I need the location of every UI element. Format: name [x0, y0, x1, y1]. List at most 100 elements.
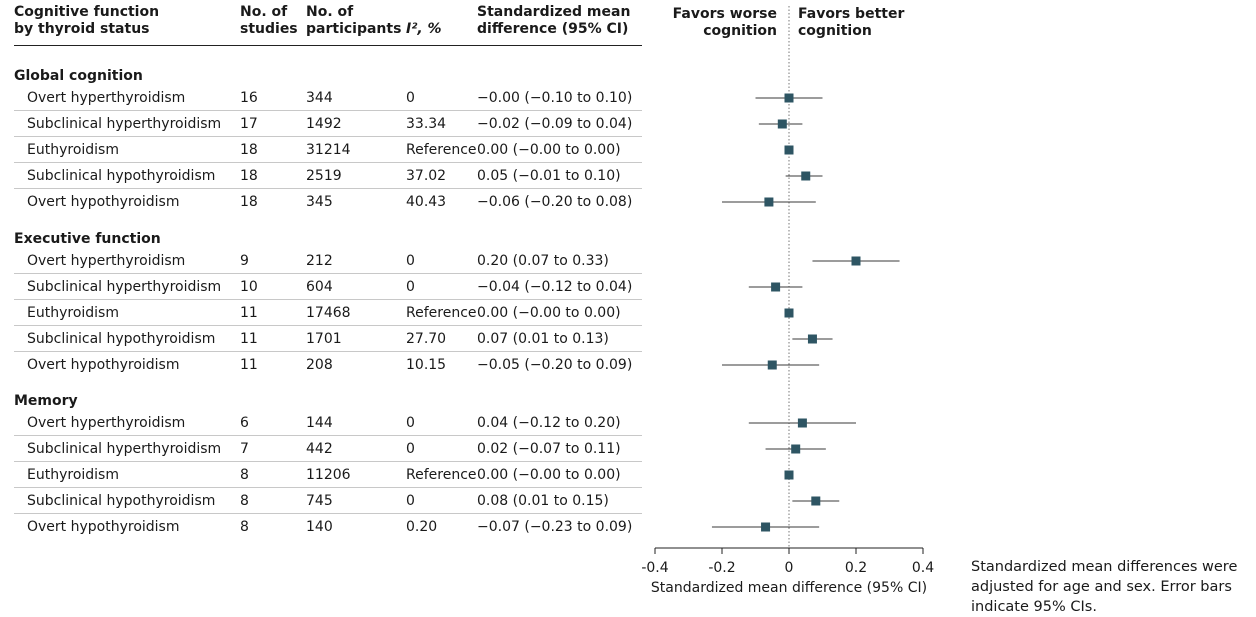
- point-estimate: [784, 145, 794, 155]
- x-tick-label: -0.2: [708, 560, 735, 576]
- thyroid-status: Subclinical hyperthyroidism: [27, 116, 222, 132]
- point-estimate: [784, 93, 794, 103]
- group-title: Global cognition: [14, 68, 143, 84]
- thyroid-status: Euthyroidism: [27, 305, 119, 321]
- i2-value: 0: [406, 415, 415, 431]
- header-line: Cognitive function: [14, 4, 160, 20]
- participants-count: 31214: [306, 142, 351, 158]
- thyroid-status: Overt hyperthyroidism: [27, 90, 186, 106]
- participants-count: 442: [306, 441, 333, 457]
- header-line: No. of: [240, 4, 288, 20]
- participants-count: 208: [306, 357, 333, 373]
- thyroid-status: Overt hyperthyroidism: [27, 253, 186, 269]
- studies-count: 11: [240, 331, 258, 347]
- studies-count: 10: [240, 279, 258, 295]
- thyroid-status: Subclinical hyperthyroidism: [27, 279, 222, 295]
- studies-count: 8: [240, 467, 249, 483]
- header-i2: I², %: [406, 21, 442, 37]
- participants-count: 2519: [306, 168, 342, 184]
- favors-better-label: Favors better: [798, 6, 904, 22]
- studies-count: 6: [240, 415, 249, 431]
- participants-count: 745: [306, 493, 333, 509]
- i2-value: 33.34: [406, 116, 447, 132]
- table-row: Euthyroidism 18 31214 Reference 0.00 (−0.00 …: [14, 137, 642, 163]
- smd-value: 0.05 (−0.01 to 0.10): [477, 168, 621, 184]
- i2-value: Reference: [406, 305, 477, 321]
- participants-count: 11206: [306, 467, 351, 483]
- i2-value: 40.43: [406, 194, 447, 210]
- smd-value: 0.00 (−0.00 to 0.00): [477, 142, 621, 158]
- point-estimate: [767, 360, 777, 370]
- point-estimate: [777, 119, 787, 129]
- i2-value: 0: [406, 253, 415, 269]
- group-title: Memory: [14, 393, 78, 409]
- studies-count: 18: [240, 142, 258, 158]
- thyroid-status: Euthyroidism: [27, 467, 119, 483]
- studies-count: 11: [240, 357, 258, 373]
- table-row: Euthyroidism 11 17468 Reference 0.00 (−0.00 …: [14, 300, 642, 326]
- i2-value: 0.20: [406, 519, 438, 535]
- thyroid-status: Overt hyperthyroidism: [27, 415, 186, 431]
- i2-value: 37.02: [406, 168, 447, 184]
- header-line: by thyroid status: [14, 21, 150, 37]
- participants-count: 1492: [306, 116, 342, 132]
- studies-count: 9: [240, 253, 249, 269]
- participants-count: 17468: [306, 305, 351, 321]
- point-estimate: [801, 171, 811, 181]
- studies-count: 18: [240, 194, 258, 210]
- smd-value: −0.02 (−0.09 to 0.04): [477, 116, 633, 132]
- table-row: Subclinical hyperthyroidism 10 604 0 −0.04 (…: [14, 274, 642, 300]
- participants-count: 604: [306, 279, 333, 295]
- table-row: Overt hypothyroidism 8 140 0.20 −0.07 (−0.23…: [14, 514, 642, 540]
- thyroid-status: Subclinical hypothyroidism: [27, 493, 216, 509]
- header-smd: Standardized mean difference (95% CI): [477, 4, 630, 38]
- table-row: Subclinical hyperthyroidism 17 1492 33.34 −0…: [14, 111, 642, 137]
- participants-count: 344: [306, 90, 333, 106]
- smd-value: 0.00 (−0.00 to 0.00): [477, 305, 621, 321]
- point-estimate: [797, 418, 807, 428]
- table-row: Euthyroidism 8 11206 Reference 0.00 (−0.00 t…: [14, 462, 642, 488]
- thyroid-status: Overt hypothyroidism: [27, 357, 180, 373]
- point-estimate: [784, 470, 794, 480]
- studies-count: 11: [240, 305, 258, 321]
- thyroid-status: Subclinical hypothyroidism: [27, 168, 216, 184]
- x-tick-label: 0.4: [912, 560, 934, 576]
- smd-value: −0.04 (−0.12 to 0.04): [477, 279, 633, 295]
- smd-value: −0.05 (−0.20 to 0.09): [477, 357, 633, 373]
- point-estimate: [851, 256, 861, 266]
- i2-value: 0: [406, 441, 415, 457]
- table-row: Overt hypothyroidism 11 208 10.15 −0.05 (−0.…: [14, 352, 642, 378]
- favors-better-label: cognition: [798, 23, 872, 39]
- i2-value: Reference: [406, 142, 477, 158]
- x-tick-label: 0: [785, 560, 794, 576]
- table-row: Overt hyperthyroidism 6 144 0 0.04 (−0.12 to…: [14, 410, 642, 436]
- smd-value: 0.20 (0.07 to 0.33): [477, 253, 609, 269]
- smd-value: −0.06 (−0.20 to 0.08): [477, 194, 633, 210]
- favors-worse-label: Favors worse: [673, 6, 777, 22]
- i2-value: 0: [406, 279, 415, 295]
- smd-value: 0.02 (−0.07 to 0.11): [477, 441, 621, 457]
- favors-worse-label: cognition: [703, 23, 777, 39]
- header-line: Standardized mean: [477, 4, 631, 20]
- thyroid-status: Subclinical hypothyroidism: [27, 331, 216, 347]
- i2-value: Reference: [406, 467, 477, 483]
- smd-value: 0.08 (0.01 to 0.15): [477, 493, 609, 509]
- header-studies: No. of studies: [240, 4, 298, 38]
- thyroid-status: Overt hypothyroidism: [27, 194, 180, 210]
- table-row: Subclinical hypothyroidism 11 1701 27.70 0.0…: [14, 326, 642, 352]
- header-line: difference (95% CI): [477, 21, 629, 37]
- figure-note: Standardized mean differences were adjus…: [971, 559, 1238, 615]
- table-row: Subclinical hypothyroidism 8 745 0 0.08 (0.0…: [14, 488, 642, 514]
- header-divider: [14, 45, 642, 46]
- x-tick-label: 0.2: [845, 560, 867, 576]
- participants-count: 144: [306, 415, 333, 431]
- x-axis-label: Standardized mean difference (95% CI): [651, 580, 927, 596]
- point-estimate: [764, 197, 774, 207]
- table-row: Overt hyperthyroidism 16 344 0 −0.00 (−0.10 …: [14, 85, 642, 111]
- header-cognitive-function: Cognitive function by thyroid status: [14, 4, 159, 38]
- smd-value: 0.04 (−0.12 to 0.20): [477, 415, 621, 431]
- studies-count: 8: [240, 519, 249, 535]
- point-estimate: [807, 334, 817, 344]
- i2-value: 0: [406, 90, 415, 106]
